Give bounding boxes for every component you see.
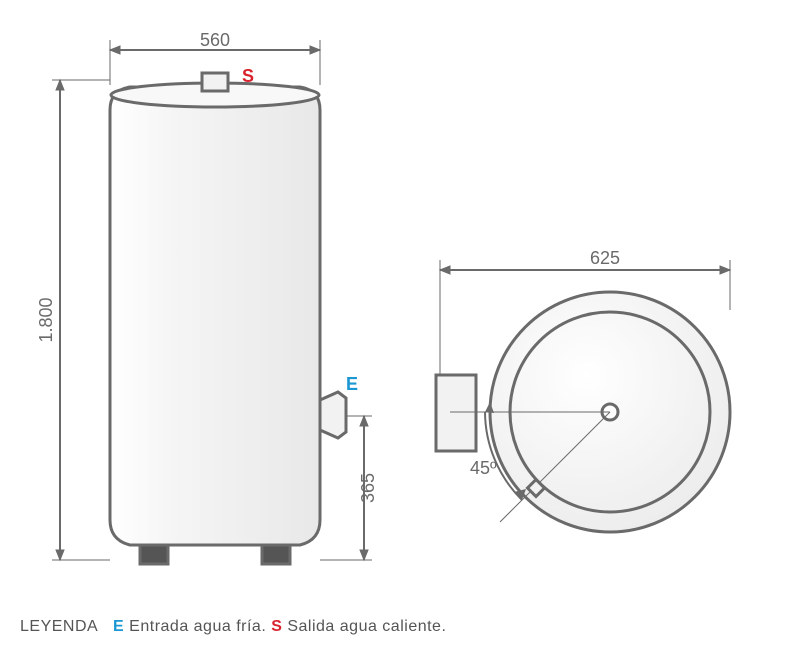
legend-title: LEYENDA — [20, 618, 98, 635]
dim-width-label: 560 — [200, 30, 230, 50]
dim-height-1800: 1.800 — [36, 80, 110, 560]
inlet-marker-e: E — [346, 374, 358, 394]
dim-inlet-365: 365 — [320, 416, 378, 560]
legend-s-text: Salida agua caliente. — [287, 618, 446, 635]
top-view: 625 45º — [436, 248, 730, 532]
dim-height-label: 1.800 — [36, 297, 56, 342]
angle-label: 45º — [470, 458, 497, 478]
front-view: 560 1.800 S E — [36, 30, 378, 564]
legend-e-text: Entrada agua fría. — [129, 618, 266, 635]
dim-top-label: 625 — [590, 248, 620, 268]
legend-e-label: E — [113, 618, 124, 635]
technical-diagram: 560 1.800 S E — [20, 20, 780, 600]
legend-s-label: S — [271, 618, 282, 635]
legend: LEYENDA E Entrada agua fría. S Salida ag… — [20, 618, 774, 636]
dim-inlet-label: 365 — [358, 473, 378, 503]
tank-body — [110, 73, 346, 564]
outlet-marker-s: S — [242, 66, 254, 86]
